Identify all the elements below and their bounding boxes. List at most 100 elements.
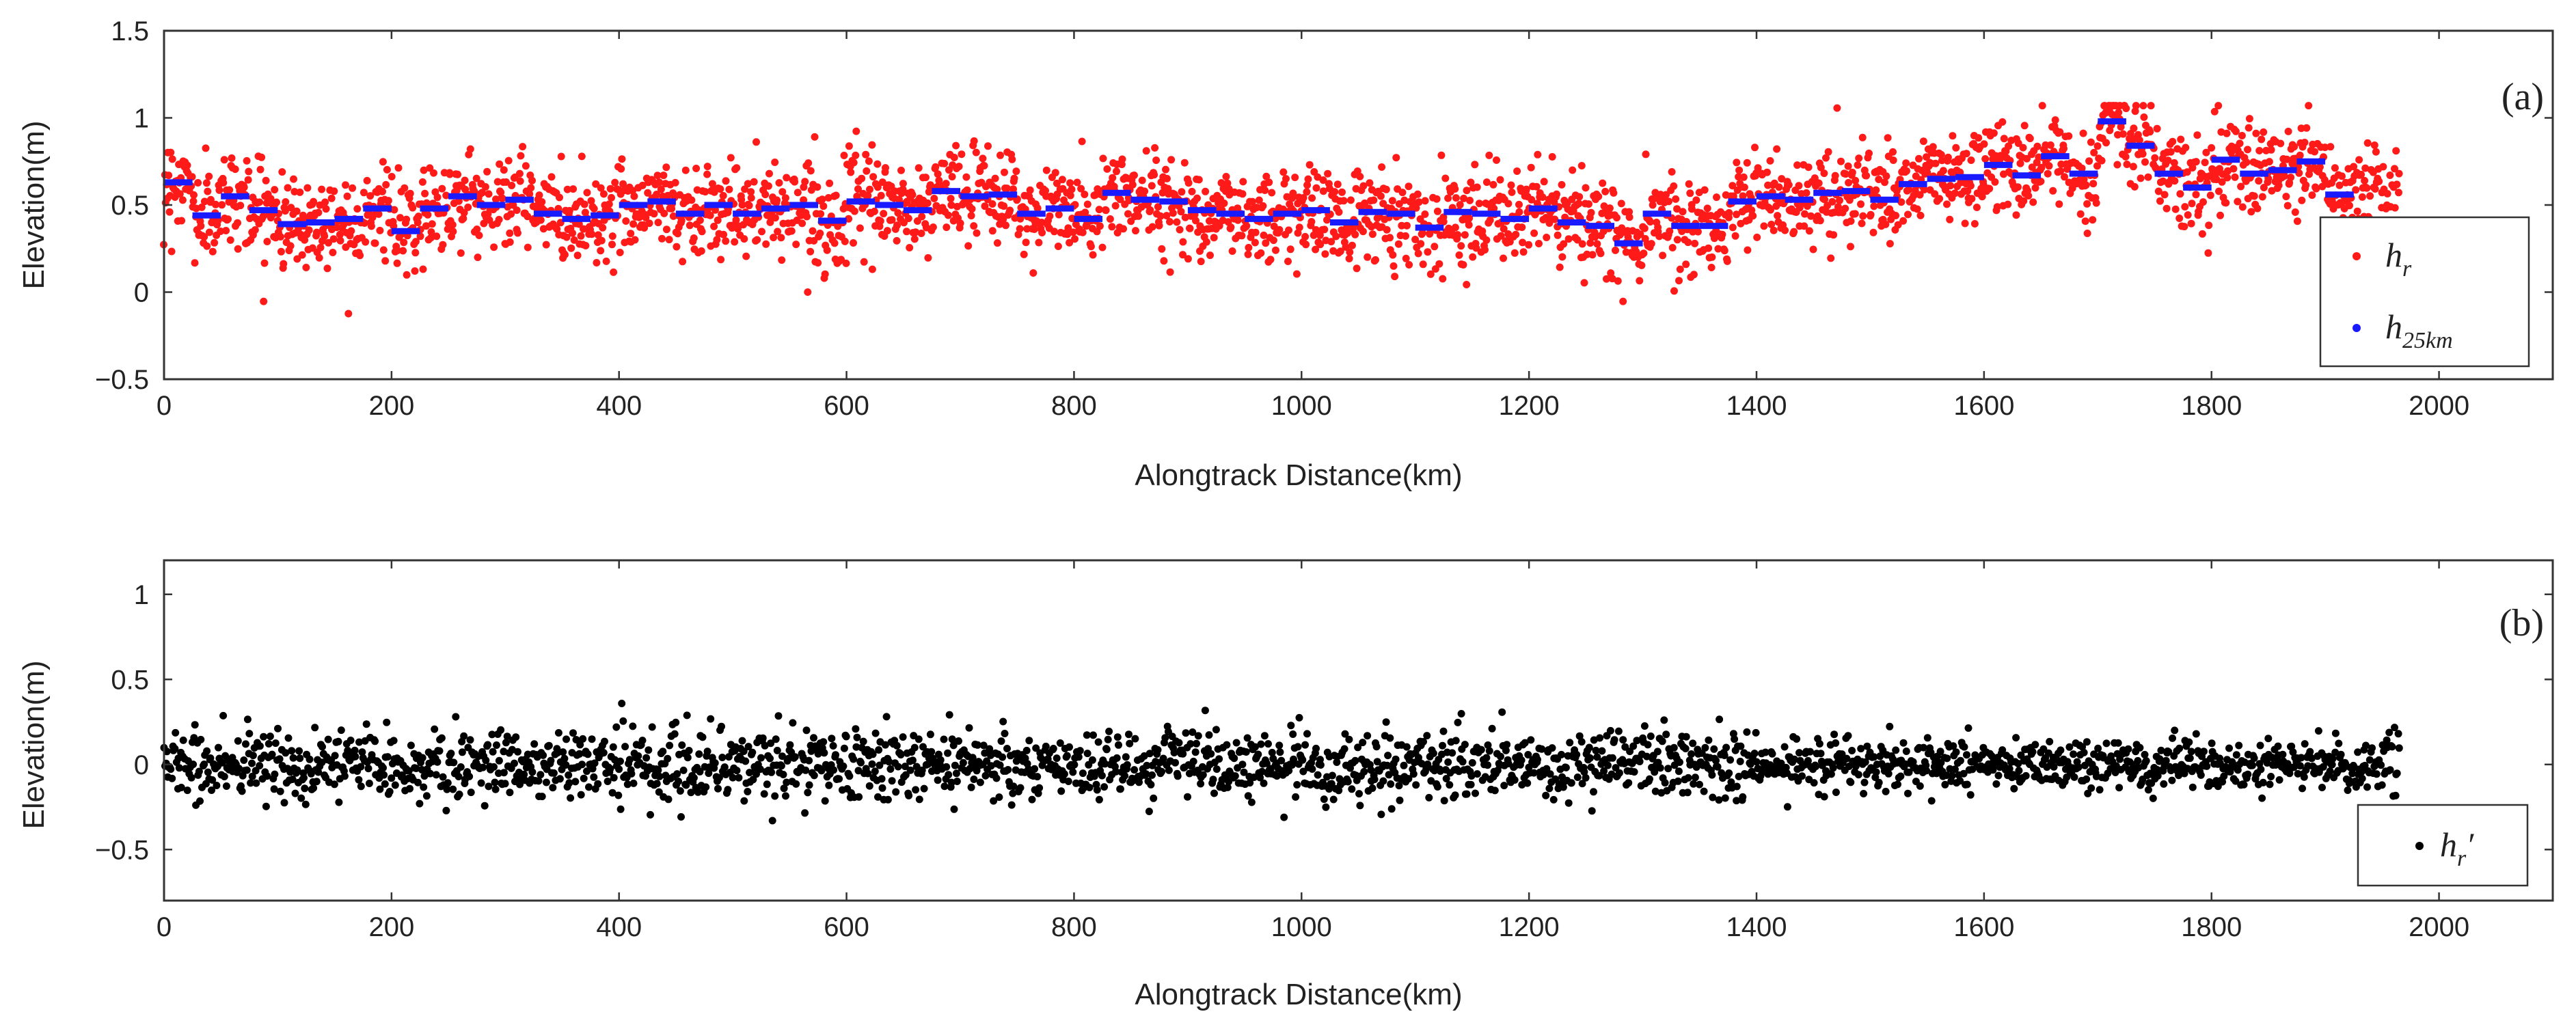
hr-point xyxy=(2130,124,2138,133)
hr-point xyxy=(1042,187,1049,195)
hr-point xyxy=(1473,183,1481,191)
hr-point xyxy=(679,258,687,266)
hr-prime-point xyxy=(189,761,198,769)
hr-point xyxy=(1915,154,1923,163)
hr-prime-point xyxy=(383,753,392,761)
hr-point xyxy=(1614,277,1622,285)
hr-prime-point xyxy=(908,756,917,765)
hr-point xyxy=(1345,255,1353,262)
hr-point xyxy=(570,236,578,244)
hr-point xyxy=(1154,203,1162,211)
hr-point xyxy=(2301,139,2309,146)
hr-point xyxy=(1286,245,1294,254)
hr-point xyxy=(841,237,849,245)
hr-prime-point xyxy=(550,769,558,777)
hr-prime-point xyxy=(580,774,588,782)
hr-point xyxy=(2198,230,2206,238)
hr-prime-point xyxy=(1377,810,1385,819)
hr-point xyxy=(1991,178,1999,186)
hr-point xyxy=(1640,224,1649,232)
hr-point xyxy=(823,246,831,254)
hr-point xyxy=(2129,163,2137,171)
hr-point xyxy=(783,174,791,182)
hr-point xyxy=(284,184,292,192)
hr-point xyxy=(1055,210,1063,219)
hr-point xyxy=(725,185,733,193)
hr-point xyxy=(1368,230,1377,238)
hr-point xyxy=(318,185,326,193)
hr-point xyxy=(2060,145,2067,152)
hr-point xyxy=(1636,277,1644,285)
hr-point xyxy=(962,173,971,181)
hr-point xyxy=(1163,212,1171,220)
hr-point xyxy=(2346,202,2353,210)
hr-prime-point xyxy=(289,754,297,762)
hr-prime-point xyxy=(1022,746,1031,754)
hr-point xyxy=(2392,147,2400,155)
hr-point xyxy=(819,202,828,210)
hr-point xyxy=(1038,219,1046,226)
hr-point xyxy=(1775,183,1783,191)
hr-prime-point xyxy=(1007,801,1016,809)
hr-point xyxy=(2371,185,2379,193)
hr-prime-point xyxy=(560,754,569,763)
hr-point xyxy=(569,185,578,193)
x-tick-label: 0 xyxy=(157,391,172,421)
hr-point xyxy=(597,184,605,192)
hr-prime-point xyxy=(1705,736,1713,744)
hr-point xyxy=(630,192,638,200)
hr-prime-point xyxy=(2022,771,2030,780)
hr-point xyxy=(863,167,871,175)
hr-point xyxy=(1353,264,1361,273)
hr-point xyxy=(1113,167,1120,176)
hr-prime-point xyxy=(1280,813,1288,821)
hr-point xyxy=(860,258,868,266)
hr-point xyxy=(1014,230,1022,238)
hr-point xyxy=(1321,250,1329,258)
hr-prime-point xyxy=(738,737,746,745)
hr-point xyxy=(504,156,513,165)
hr-point xyxy=(2199,198,2207,206)
hr-prime-point xyxy=(886,765,895,773)
hr-prime-point xyxy=(638,737,647,745)
hr-prime-point xyxy=(1171,758,1179,767)
hr-prime-point xyxy=(179,736,187,744)
hr-prime-point xyxy=(1384,752,1392,760)
hr-prime-point xyxy=(1710,745,1718,753)
hr-prime-point xyxy=(965,724,973,732)
hr-prime-point xyxy=(203,747,211,755)
hr-prime-point xyxy=(1102,745,1111,754)
hr-point xyxy=(2177,135,2185,143)
hr-point xyxy=(2082,181,2090,189)
hr-point xyxy=(538,198,546,206)
hr-point xyxy=(1282,175,1290,183)
hr-point xyxy=(461,185,470,193)
hr-point xyxy=(347,227,355,235)
hr-point xyxy=(1496,176,1504,184)
hr-point xyxy=(923,199,932,207)
hr-point xyxy=(234,219,241,227)
hr-prime-point xyxy=(1904,789,1912,797)
hr-prime-point xyxy=(1292,793,1300,801)
hr-point xyxy=(1001,168,1008,176)
hr-prime-point xyxy=(1498,708,1506,716)
hr-point xyxy=(934,170,942,178)
hr-prime-point xyxy=(1294,743,1302,751)
hr-prime-point xyxy=(245,730,254,738)
hr-prime-point xyxy=(1345,735,1353,743)
hr-point xyxy=(1515,208,1523,216)
hr-point xyxy=(2037,178,2045,185)
hr-prime-point xyxy=(243,715,252,724)
hr-point xyxy=(1870,202,1878,210)
hr-prime-point xyxy=(1848,747,1856,754)
hr-prime-point xyxy=(1783,803,1791,811)
hr-point xyxy=(303,184,312,192)
hr-point xyxy=(2083,230,2091,237)
hr-point xyxy=(2171,205,2180,213)
hr-point xyxy=(1439,275,1447,283)
hr-prime-point xyxy=(1382,718,1390,726)
hr-point xyxy=(278,168,286,176)
hr-point xyxy=(1346,248,1354,256)
hr-prime-point xyxy=(491,785,500,793)
hr-point xyxy=(2024,192,2033,200)
